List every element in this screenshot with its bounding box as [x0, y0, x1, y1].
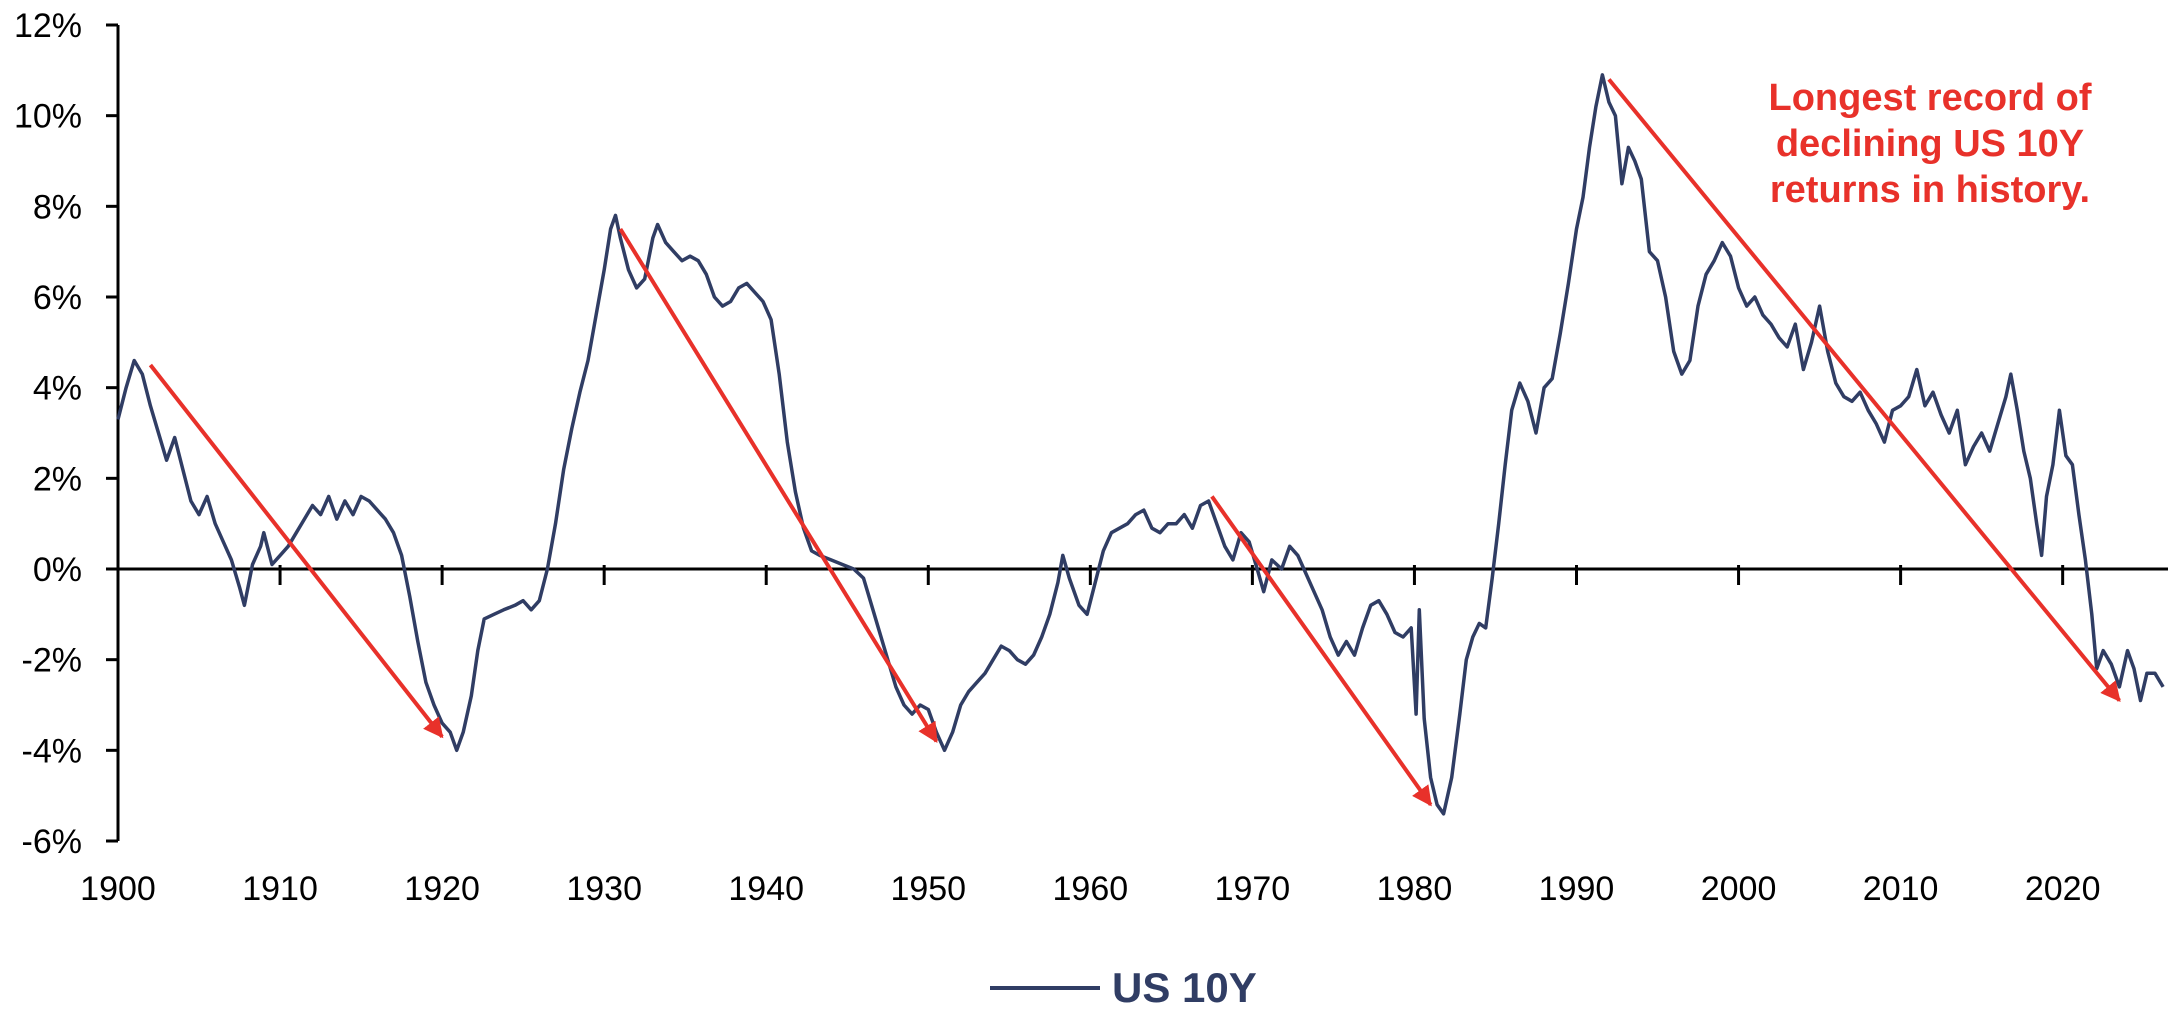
x-tick-label: 1920 [404, 870, 480, 908]
x-tick-label: 2000 [1701, 870, 1777, 908]
x-axis-ticks: 1900 1910 1920 1930 1940 1950 1960 1970 1980 1990… [80, 565, 2100, 908]
y-tick-label: 6% [33, 279, 82, 317]
y-tick-label: -4% [22, 732, 82, 770]
y-tick-label: 12% [14, 7, 82, 45]
x-tick-label: 1930 [566, 870, 642, 908]
trend-arrow [1607, 78, 2121, 703]
trend-arrow [1210, 495, 1433, 807]
x-tick-label: 1980 [1377, 870, 1453, 908]
y-tick-label: 4% [33, 370, 82, 408]
x-tick-label: 2010 [1863, 870, 1939, 908]
annotation-line: declining US 10Y [1776, 123, 2084, 165]
x-tick-label: 1940 [728, 870, 804, 908]
y-tick-label: 10% [14, 98, 82, 136]
x-tick-label: 1900 [80, 870, 156, 908]
y-tick-label: -6% [22, 823, 82, 861]
y-tick-label: 8% [33, 188, 82, 226]
x-tick-label: 1990 [1539, 870, 1615, 908]
trend-arrows [148, 78, 2121, 807]
trend-arrow [618, 227, 939, 743]
x-tick-label: 1910 [242, 870, 318, 908]
legend: US 10Y [990, 964, 1257, 1011]
y-tick-label: 0% [33, 551, 82, 589]
x-tick-label: 1950 [890, 870, 966, 908]
annotation-line: Longest record of [1768, 77, 2091, 119]
y-tick-label: -2% [22, 642, 82, 680]
y-axis-ticks: 12% 10% 8% 6% 4% 2% 0% -2% -4% -6% [14, 7, 118, 861]
x-tick-label: 1970 [1215, 870, 1291, 908]
legend-label: US 10Y [1112, 964, 1257, 1011]
x-tick-label: 1960 [1053, 870, 1129, 908]
series-group [116, 73, 2165, 816]
x-tick-label: 2020 [2025, 870, 2101, 908]
annotation-line: returns in history. [1770, 169, 2090, 211]
series-line-us-10y [116, 73, 2165, 816]
y-tick-label: 2% [33, 460, 82, 498]
trend-arrow [148, 363, 444, 739]
